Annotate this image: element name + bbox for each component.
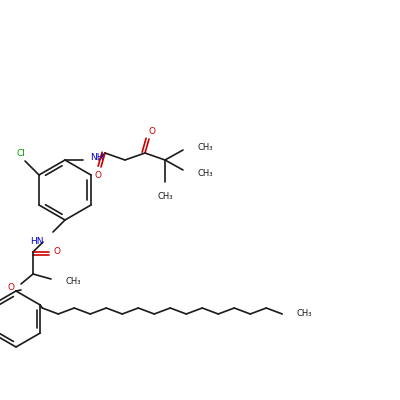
Text: O: O — [94, 170, 102, 180]
Text: O: O — [54, 248, 60, 256]
Text: CH₃: CH₃ — [197, 142, 212, 152]
Text: CH₃: CH₃ — [157, 192, 173, 201]
Text: O: O — [7, 284, 14, 292]
Text: NH: NH — [90, 154, 104, 162]
Text: CH₃: CH₃ — [296, 310, 312, 318]
Text: Cl: Cl — [16, 150, 26, 158]
Text: HN: HN — [30, 236, 44, 246]
Text: CH₃: CH₃ — [197, 170, 212, 178]
Text: CH₃: CH₃ — [65, 276, 80, 286]
Text: O: O — [148, 128, 156, 136]
